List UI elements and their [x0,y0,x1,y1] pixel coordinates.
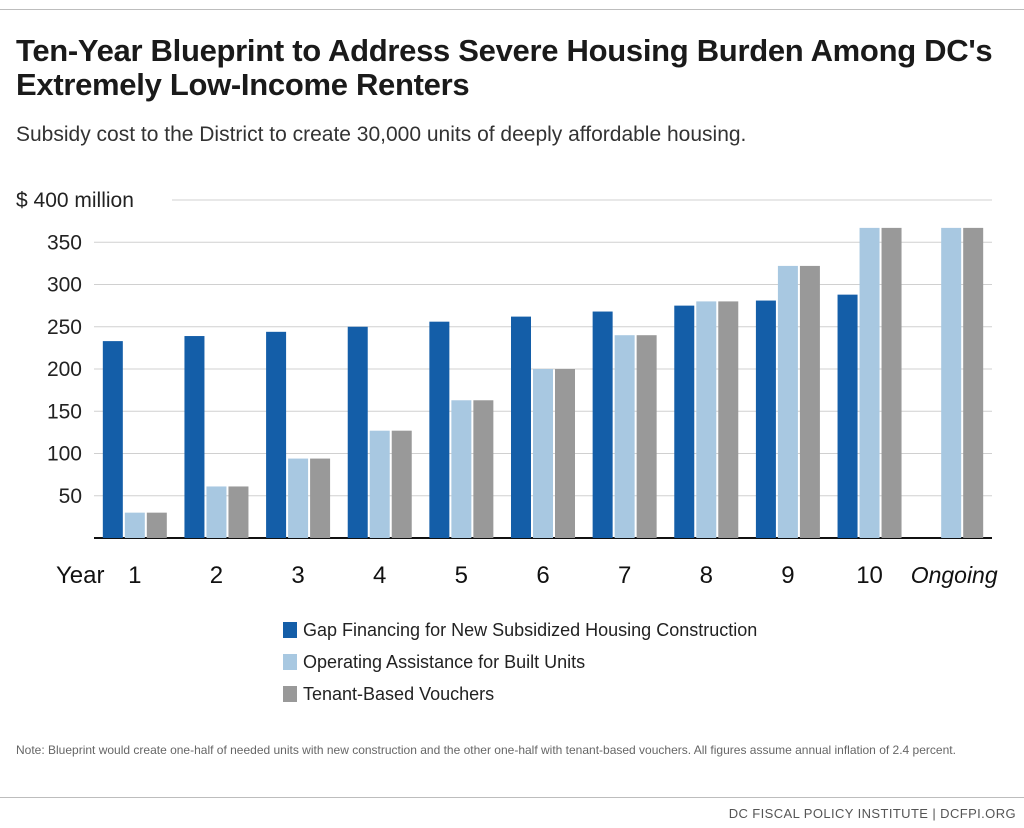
bar-gap-financing-for-new-subsidized-housing-construction-1 [102,341,123,538]
y-axis-top-label: $ 400 million [16,189,134,212]
bar-tenant-based-vouchers-4 [391,430,412,538]
bar-tenant-based-vouchers-9 [799,265,820,538]
legend-item-gap-financing: Gap Financing for New Subsidized Housing… [283,614,757,646]
y-tick-label-300: 300 [47,274,82,297]
bar-operating-assistance-for-built-units-2 [206,486,227,538]
bar-tenant-based-vouchers-ongoing [963,227,984,538]
x-tick-label-3: 3 [291,562,304,589]
y-tick-label-250: 250 [47,316,82,339]
bar-gap-financing-for-new-subsidized-housing-construction-10 [837,294,858,538]
bar-operating-assistance-for-built-units-ongoing [941,227,962,538]
bar-tenant-based-vouchers-1 [146,512,167,538]
bar-operating-assistance-for-built-units-6 [533,369,553,538]
bar-operating-assistance-for-built-units-9 [777,265,798,538]
x-tick-label-ongoing: Ongoing [911,562,998,588]
legend-item-operating-assistance: Operating Assistance for Built Units [283,646,757,678]
bar-tenant-based-vouchers-2 [228,486,249,538]
bar-operating-assistance-for-built-units-5 [451,400,472,538]
bar-tenant-based-vouchers-3 [310,458,331,538]
bar-gap-financing-for-new-subsidized-housing-construction-3 [266,331,287,538]
chart-title: Ten-Year Blueprint to Address Severe Hou… [16,33,993,102]
chart-legend: Gap Financing for New Subsidized Housing… [283,614,757,710]
bar-gap-financing-for-new-subsidized-housing-construction-4 [347,326,368,538]
bar-gap-financing-for-new-subsidized-housing-construction-9 [755,300,776,538]
y-tick-label-50: 50 [59,485,82,508]
bar-tenant-based-vouchers-6 [555,369,575,538]
chart-subtitle: Subsidy cost to the District to create 3… [16,123,747,146]
bar-gap-financing-for-new-subsidized-housing-construction-7 [592,311,613,538]
bottom-rule [0,797,1024,798]
footnote: Note: Blueprint would create one-half of… [16,743,956,757]
x-tick-label-4: 4 [373,562,386,589]
legend-label-tenant-vouchers: Tenant-Based Vouchers [303,683,495,704]
x-tick-label-7: 7 [618,562,631,589]
bar-tenant-based-vouchers-5 [473,400,494,538]
x-tick-label-9: 9 [781,562,794,589]
bar-operating-assistance-for-built-units-4 [369,430,390,538]
legend-swatch-tenant-vouchers [283,686,297,702]
legend-swatch-operating-assistance [283,654,297,670]
legend-swatch-gap-financing [283,622,297,638]
bar-gap-financing-for-new-subsidized-housing-construction-6 [511,316,531,538]
top-rule [0,9,1024,10]
bar-chart: 50 100 150 200 250 300 350 $ 400 million Year 1 2 3… [16,189,998,589]
bar-tenant-based-vouchers-10 [881,227,902,538]
y-tick-label-150: 150 [47,400,82,423]
x-axis-prefix-label: Year [56,562,105,589]
x-tick-label-6: 6 [536,562,549,589]
y-tick-label-100: 100 [47,443,82,466]
bar-operating-assistance-for-built-units-3 [288,458,309,538]
x-tick-label-5: 5 [455,562,468,589]
bar-gap-financing-for-new-subsidized-housing-construction-5 [429,321,450,538]
y-tick-label-350: 350 [47,231,82,254]
bar-operating-assistance-for-built-units-7 [614,335,635,538]
x-tick-label-10: 10 [856,562,883,589]
legend-item-tenant-vouchers: Tenant-Based Vouchers [283,678,757,710]
source-credit: DC FISCAL POLICY INSTITUTE | DCFPI.ORG [728,806,1016,821]
bar-gap-financing-for-new-subsidized-housing-construction-2 [184,336,205,538]
legend-label-gap-financing: Gap Financing for New Subsidized Housing… [303,619,758,640]
x-tick-label-2: 2 [210,562,223,589]
bar-operating-assistance-for-built-units-8 [696,301,717,538]
bar-gap-financing-for-new-subsidized-housing-construction-8 [674,305,695,538]
y-tick-label-200: 200 [47,358,82,381]
bar-operating-assistance-for-built-units-1 [124,512,145,538]
legend-label-operating-assistance: Operating Assistance for Built Units [303,651,586,672]
bar-operating-assistance-for-built-units-10 [859,227,880,538]
bar-tenant-based-vouchers-7 [636,335,657,538]
x-tick-label-1: 1 [128,562,141,589]
x-tick-label-8: 8 [700,562,713,589]
bar-tenant-based-vouchers-8 [718,301,739,538]
